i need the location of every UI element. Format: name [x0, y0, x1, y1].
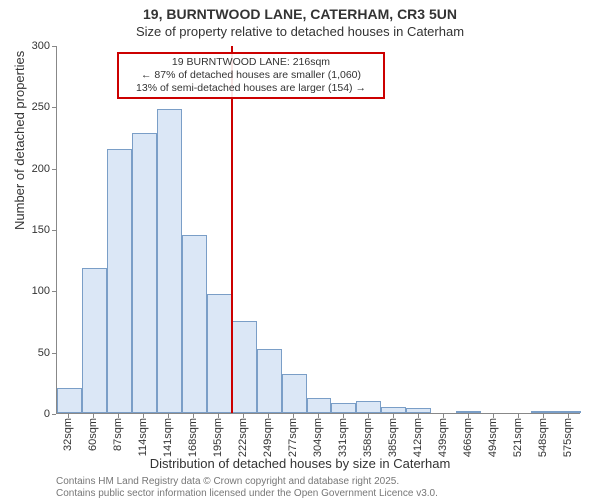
y-axis-label: Number of detached properties [12, 51, 27, 230]
x-tick-label: 494sqm [487, 418, 499, 457]
histogram-bar [307, 398, 332, 413]
histogram-bar [82, 268, 107, 413]
x-tick-label: 466sqm [462, 418, 474, 457]
x-tick-label: 277sqm [287, 418, 299, 457]
callout-line-3: 13% of semi-detached houses are larger (… [125, 82, 377, 95]
x-tick-label: 87sqm [112, 418, 124, 451]
x-tick-label: 141sqm [162, 418, 174, 457]
histogram-bar [132, 133, 157, 413]
x-tick-label: 412sqm [412, 418, 424, 457]
y-tick-label: 50 [0, 347, 56, 359]
x-tick-label: 249sqm [262, 418, 274, 457]
histogram-bar [157, 109, 182, 413]
x-tick-label: 32sqm [62, 418, 74, 451]
x-tick-label: 575sqm [562, 418, 574, 457]
x-tick-label: 521sqm [512, 418, 524, 457]
footer-line-1: Contains HM Land Registry data © Crown c… [56, 476, 399, 487]
histogram-bar [381, 407, 406, 413]
histogram-bar [282, 374, 307, 413]
callout-box: 19 BURNTWOOD LANE: 216sqm ← 87% of detac… [117, 52, 385, 99]
y-tick-label: 150 [0, 224, 56, 236]
x-tick-label: 331sqm [337, 418, 349, 457]
x-tick-label: 548sqm [537, 418, 549, 457]
histogram-bar [531, 411, 556, 413]
x-tick-label: 60sqm [87, 418, 99, 451]
histogram-bar [456, 411, 481, 413]
y-tick-label: 0 [0, 408, 56, 420]
histogram-bar [356, 401, 381, 413]
callout-line-1: 19 BURNTWOOD LANE: 216sqm [125, 56, 377, 69]
chart-title-main: 19, BURNTWOOD LANE, CATERHAM, CR3 5UN [0, 6, 600, 22]
callout-line-2: ← 87% of detached houses are smaller (1,… [125, 69, 377, 82]
plot-area: 19 BURNTWOOD LANE: 216sqm ← 87% of detac… [56, 46, 580, 414]
y-tick-label: 300 [0, 40, 56, 52]
histogram-bar [107, 149, 132, 413]
y-tick-label: 100 [0, 285, 56, 297]
x-tick-label: 168sqm [187, 418, 199, 457]
x-tick-label: 304sqm [312, 418, 324, 457]
x-tick-label: 114sqm [137, 418, 149, 456]
x-tick-label: 439sqm [437, 418, 449, 457]
x-axis-label: Distribution of detached houses by size … [0, 456, 600, 471]
histogram-bar [257, 349, 282, 413]
x-tick-label: 385sqm [387, 418, 399, 457]
histogram-bar [556, 411, 581, 413]
y-tick-label: 250 [0, 101, 56, 113]
histogram-bar [331, 403, 356, 413]
y-tick-label: 200 [0, 163, 56, 175]
histogram-bar [207, 294, 232, 413]
histogram-bar [57, 388, 82, 413]
x-tick-label: 195sqm [212, 418, 224, 457]
histogram-bar [406, 408, 431, 413]
x-tick-label: 222sqm [237, 418, 249, 457]
histogram-bar [182, 235, 207, 413]
y-tick-mark [52, 414, 56, 415]
x-tick-label: 358sqm [362, 418, 374, 457]
reference-marker-line [231, 46, 233, 413]
chart-title-sub: Size of property relative to detached ho… [0, 24, 600, 39]
footer-line-2: Contains public sector information licen… [56, 488, 438, 499]
chart-container: 19, BURNTWOOD LANE, CATERHAM, CR3 5UN Si… [0, 0, 600, 500]
histogram-bar [232, 321, 257, 413]
